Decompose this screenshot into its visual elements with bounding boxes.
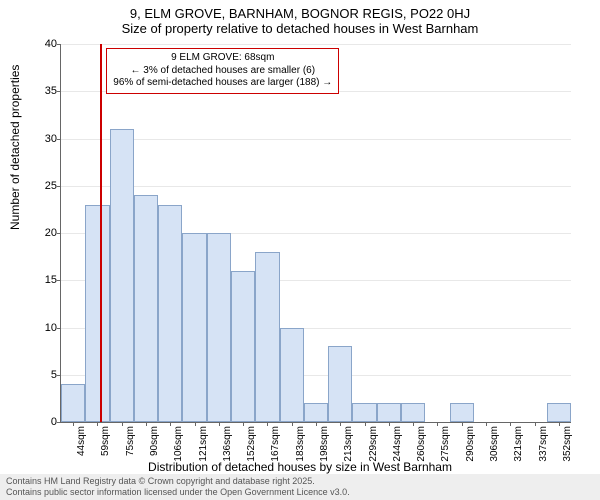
xtick-mark — [389, 422, 390, 426]
xtick-mark — [437, 422, 438, 426]
xtick-label: 183sqm — [295, 426, 306, 462]
ytick-label: 25 — [45, 180, 61, 192]
xtick-mark — [340, 422, 341, 426]
ytick-label: 40 — [45, 38, 61, 50]
histogram-bar — [401, 403, 425, 422]
xtick-label: 352sqm — [562, 426, 573, 462]
y-axis-label: Number of detached properties — [8, 65, 22, 230]
ytick-label: 30 — [45, 133, 61, 145]
histogram-bar — [85, 205, 109, 422]
xtick-mark — [559, 422, 560, 426]
xtick-mark — [510, 422, 511, 426]
xtick-label: 75sqm — [125, 426, 136, 456]
chart-title: 9, ELM GROVE, BARNHAM, BOGNOR REGIS, PO2… — [0, 0, 600, 21]
xtick-label: 337sqm — [538, 426, 549, 462]
xtick-mark — [97, 422, 98, 426]
ytick-label: 10 — [45, 322, 61, 334]
ytick-label: 15 — [45, 274, 61, 286]
xtick-mark — [413, 422, 414, 426]
xtick-label: 244sqm — [392, 426, 403, 462]
histogram-bar — [207, 233, 231, 422]
callout-line-2: ← 3% of detached houses are smaller (6) — [113, 65, 332, 78]
histogram-bar — [450, 403, 474, 422]
footer-line-2: Contains public sector information licen… — [6, 487, 594, 498]
xtick-label: 59sqm — [100, 426, 111, 456]
xtick-mark — [243, 422, 244, 426]
histogram-bar — [547, 403, 571, 422]
xtick-mark — [292, 422, 293, 426]
gridline — [61, 186, 571, 187]
xtick-label: 167sqm — [270, 426, 281, 462]
xtick-mark — [219, 422, 220, 426]
gridline — [61, 44, 571, 45]
callout-line-1: 9 ELM GROVE: 68sqm — [113, 52, 332, 65]
plot-area: 051015202530354044sqm59sqm75sqm90sqm106s… — [60, 44, 571, 423]
xtick-mark — [365, 422, 366, 426]
xtick-mark — [462, 422, 463, 426]
histogram-bar — [134, 195, 158, 422]
xtick-label: 229sqm — [368, 426, 379, 462]
xtick-label: 321sqm — [513, 426, 524, 462]
xtick-label: 136sqm — [222, 426, 233, 462]
xtick-mark — [195, 422, 196, 426]
xtick-label: 213sqm — [343, 426, 354, 462]
xtick-mark — [535, 422, 536, 426]
ytick-label: 5 — [51, 369, 61, 381]
histogram-bar — [158, 205, 182, 422]
xtick-label: 121sqm — [198, 426, 209, 462]
xtick-mark — [146, 422, 147, 426]
xtick-mark — [486, 422, 487, 426]
xtick-mark — [267, 422, 268, 426]
histogram-bar — [110, 129, 134, 422]
xtick-label: 198sqm — [319, 426, 330, 462]
footer-line-1: Contains HM Land Registry data © Crown c… — [6, 476, 594, 487]
gridline — [61, 139, 571, 140]
xtick-mark — [316, 422, 317, 426]
xtick-label: 106sqm — [173, 426, 184, 462]
histogram-bar — [304, 403, 328, 422]
chart-container: 9, ELM GROVE, BARNHAM, BOGNOR REGIS, PO2… — [0, 0, 600, 500]
xtick-mark — [73, 422, 74, 426]
xtick-mark — [170, 422, 171, 426]
histogram-bar — [231, 271, 255, 422]
xtick-mark — [122, 422, 123, 426]
histogram-bar — [377, 403, 401, 422]
xtick-label: 290sqm — [465, 426, 476, 462]
xtick-label: 275sqm — [440, 426, 451, 462]
xtick-label: 260sqm — [416, 426, 427, 462]
xtick-label: 306sqm — [489, 426, 500, 462]
xtick-label: 44sqm — [76, 426, 87, 456]
histogram-bar — [255, 252, 279, 422]
callout-line-3: 96% of semi-detached houses are larger (… — [113, 77, 332, 90]
histogram-bar — [328, 346, 352, 422]
histogram-bar — [280, 328, 304, 423]
xtick-label: 90sqm — [149, 426, 160, 456]
property-marker-line — [100, 44, 102, 422]
property-callout: 9 ELM GROVE: 68sqm← 3% of detached house… — [106, 48, 339, 94]
ytick-label: 35 — [45, 85, 61, 97]
histogram-bar — [182, 233, 206, 422]
histogram-bar — [352, 403, 376, 422]
footer-attribution: Contains HM Land Registry data © Crown c… — [0, 474, 600, 500]
xtick-label: 152sqm — [246, 426, 257, 462]
histogram-bar — [61, 384, 85, 422]
x-axis-label: Distribution of detached houses by size … — [0, 460, 600, 474]
ytick-label: 20 — [45, 227, 61, 239]
ytick-label: 0 — [51, 416, 61, 428]
chart-subtitle: Size of property relative to detached ho… — [0, 21, 600, 36]
